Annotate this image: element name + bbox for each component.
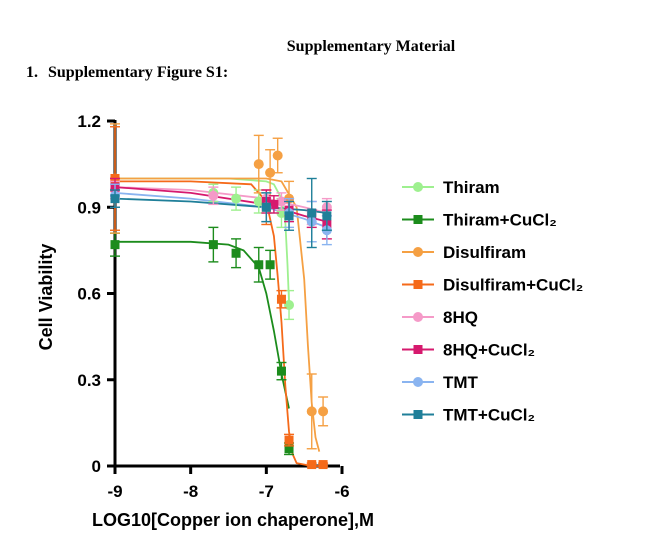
legend-marker	[413, 280, 423, 289]
data-point	[284, 435, 294, 445]
y-tick-label: 0	[92, 457, 101, 476]
legend-marker	[413, 312, 423, 322]
data-point	[307, 460, 317, 470]
legend-label: Thiram	[443, 178, 500, 197]
y-tick-label: 1.2	[77, 112, 101, 131]
data-point	[265, 260, 275, 270]
legend-marker	[413, 377, 423, 387]
data-point	[261, 202, 271, 212]
legend-marker	[413, 410, 423, 419]
data-point	[269, 199, 279, 209]
document-header: Supplementary Material	[286, 38, 456, 55]
data-point	[110, 240, 120, 250]
legend-label: TMT	[443, 373, 479, 392]
legend-marker	[413, 215, 423, 224]
legend: Thiram Thiram+CuCl₂ Disulfiram Disulfiram+C…	[402, 178, 583, 425]
y-axis-label: Cell Viability	[36, 244, 56, 351]
data-point	[284, 300, 295, 310]
legend-label: 8HQ	[443, 308, 478, 327]
data-point	[253, 159, 264, 170]
legend-label: Disulfiram+CuCl₂	[443, 276, 583, 295]
data-point	[284, 444, 294, 454]
data-point	[272, 150, 283, 161]
section-heading: 1. Supplementary Figure S1:	[26, 64, 238, 82]
y-tick-label: 0.9	[77, 198, 101, 217]
legend-marker	[413, 182, 423, 192]
data-point	[322, 211, 332, 221]
section-number: 1.	[26, 64, 38, 81]
legend-label: 8HQ+CuCl₂	[443, 341, 535, 360]
fit-lines	[114, 177, 328, 467]
data-point	[254, 260, 264, 270]
data-point	[318, 406, 329, 417]
tick-group: 0 0.3 0.6 0.9 1.2 -9 -8 -7 -6	[77, 112, 349, 501]
data-point	[231, 193, 242, 204]
fit-curve	[115, 240, 290, 409]
legend-label: Disulfiram	[443, 243, 526, 262]
grid-and-axes	[113, 120, 340, 468]
section-title: Supplementary Figure S1:	[48, 64, 229, 81]
data-point	[253, 196, 264, 207]
data-point	[276, 294, 286, 304]
x-tick-label: -8	[183, 482, 198, 501]
fit-curve	[115, 180, 327, 467]
y-tick-label: 0.3	[77, 371, 101, 390]
legend-marker	[413, 247, 423, 257]
x-tick-label: -6	[334, 482, 349, 501]
data-point	[276, 196, 287, 207]
data-point	[231, 248, 241, 258]
legend-label: Thiram+CuCl₂	[443, 211, 557, 230]
data-point	[208, 240, 218, 250]
data-point	[276, 366, 286, 376]
y-tick-label: 0.6	[77, 285, 101, 304]
data-point	[306, 406, 317, 417]
data-point	[307, 208, 317, 218]
x-tick-label: -7	[259, 482, 274, 501]
data-point	[318, 460, 328, 470]
data-point	[265, 167, 276, 178]
markers	[110, 123, 332, 470]
data-point	[284, 211, 294, 221]
legend-marker	[413, 345, 423, 354]
data-point	[208, 190, 219, 201]
legend-label: TMT+CuCl₂	[443, 406, 535, 425]
data-point	[110, 194, 120, 204]
x-tick-label: -9	[107, 482, 122, 501]
fit-curve	[115, 177, 321, 452]
x-axis-label: LOG10[Copper ion chaperone],M	[92, 510, 374, 530]
